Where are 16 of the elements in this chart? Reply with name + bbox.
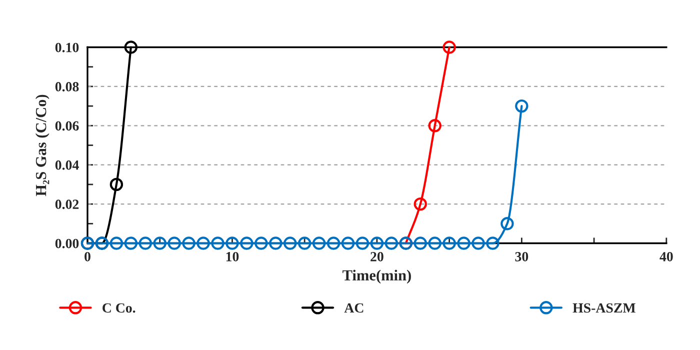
legend-label: AC bbox=[344, 303, 364, 313]
y-tick-label: 0.06 bbox=[55, 121, 79, 131]
x-tick-label: 20 bbox=[370, 252, 384, 262]
legend-label: HS-ASZM bbox=[572, 303, 636, 313]
y-axis-title: H₂S Gas (C/Co) bbox=[35, 94, 50, 196]
y-tick-label: 0.08 bbox=[55, 82, 79, 92]
x-tick-label: 30 bbox=[515, 252, 528, 262]
y-tick-label: 0.02 bbox=[55, 200, 79, 210]
x-tick-label: 10 bbox=[226, 252, 239, 262]
x-tick-label: 40 bbox=[660, 252, 673, 262]
y-tick-label: 0.00 bbox=[55, 238, 79, 248]
legend-label: C Co. bbox=[102, 303, 136, 313]
y-tick-label: 0.04 bbox=[55, 160, 79, 170]
y-tick-label: 0.10 bbox=[55, 42, 79, 52]
x-axis-title: Time(min) bbox=[342, 270, 411, 284]
x-tick-label: 0 bbox=[84, 252, 90, 262]
